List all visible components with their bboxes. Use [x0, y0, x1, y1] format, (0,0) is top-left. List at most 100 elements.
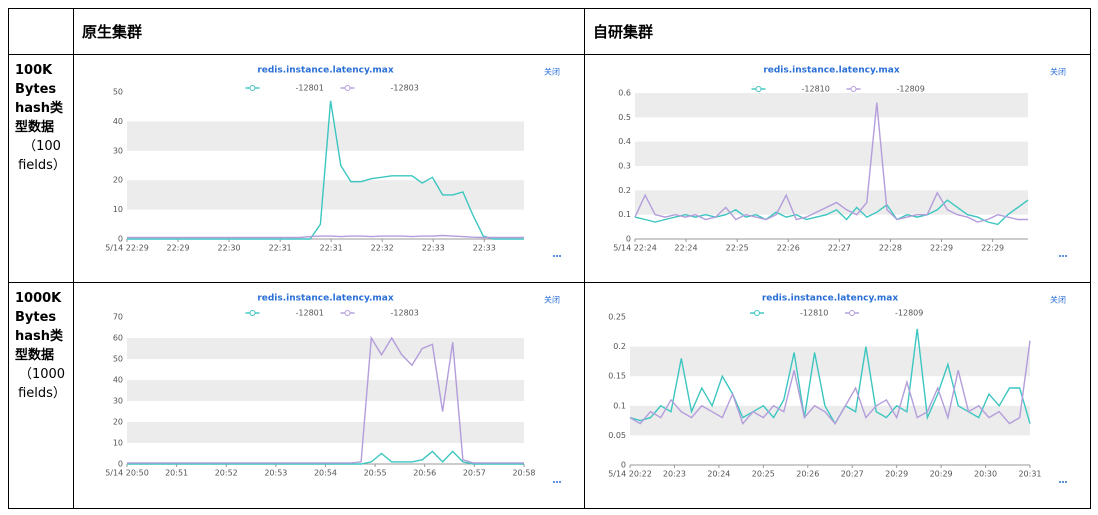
x-tick-label: 22:27 — [828, 244, 851, 253]
grid-band — [127, 422, 524, 443]
y-tick-label: 10 — [113, 205, 123, 214]
y-tick-label: 40 — [113, 117, 123, 126]
x-tick-label: 22:25 — [726, 244, 749, 253]
x-tick-label: 20:31 — [1018, 470, 1041, 479]
series-line — [127, 450, 524, 465]
y-tick-label: 40 — [113, 376, 123, 385]
x-tick-label: 20:58 — [512, 469, 535, 478]
y-tick-label: 0.1 — [618, 210, 631, 219]
x-tick-label: 20:52 — [215, 469, 238, 478]
row-note: （100 fields） — [18, 139, 66, 173]
y-tick-label: 30 — [113, 397, 123, 406]
x-tick-label: 22:33 — [473, 244, 496, 253]
corner-cell — [8, 8, 74, 55]
close-button[interactable]: 关闭 — [1050, 67, 1066, 77]
more-icon[interactable] — [556, 481, 558, 483]
close-button[interactable]: 关闭 — [544, 295, 560, 305]
chart-title: redis.instance.latency.max — [763, 66, 900, 76]
legend-swatch — [850, 86, 857, 92]
close-button[interactable]: 关闭 — [1050, 295, 1066, 305]
chart: 0 10 20 30 40 50 5/14 22:29 22:29 22:30 22:31 22:3… — [80, 60, 574, 278]
legend-label: -12801 — [296, 309, 324, 318]
y-tick-label: 20 — [113, 176, 123, 185]
x-tick-label: 20:24 — [707, 470, 730, 479]
x-tick-label: 20:53 — [264, 469, 287, 478]
grid-band — [635, 93, 1028, 118]
x-tick-label: 5/14 22:29 — [105, 244, 149, 253]
more-icon[interactable] — [1059, 255, 1061, 257]
y-tick-label: 0.1 — [613, 401, 626, 410]
more-icon[interactable] — [1059, 481, 1061, 483]
more-icon[interactable] — [1065, 481, 1067, 483]
series-line — [634, 199, 1029, 226]
x-tick-label: 22:29 — [167, 244, 190, 253]
y-tick-label: 0.05 — [608, 431, 626, 440]
y-tick-label: 10 — [113, 439, 123, 448]
y-tick-label: 0 — [626, 235, 631, 244]
x-tick-label: 22:31 — [269, 244, 292, 253]
x-tick-label: 20:26 — [796, 470, 819, 479]
row-note: （1000 fields） — [18, 367, 66, 401]
y-tick-label: 70 — [113, 313, 123, 322]
legend-swatch — [249, 85, 256, 91]
more-icon[interactable] — [556, 255, 558, 257]
x-tick-label: 5/14 22:24 — [613, 244, 657, 253]
legend-label: -12810 — [800, 309, 828, 318]
grid-band — [127, 338, 524, 359]
legend-swatch — [849, 310, 855, 316]
y-tick-label: 20 — [113, 418, 123, 427]
more-icon[interactable] — [553, 255, 555, 257]
close-button[interactable]: 关闭 — [544, 67, 560, 77]
x-tick-label: 22:32 — [371, 244, 394, 253]
chart-title: redis.instance.latency.max — [257, 294, 394, 304]
x-tick-label: 22:29 — [930, 244, 953, 253]
grid-band — [127, 121, 524, 151]
legend-label: -12810 — [802, 85, 830, 94]
y-tick-label: 0.4 — [618, 137, 631, 146]
series-line — [629, 340, 1031, 425]
x-tick-label: 20:55 — [364, 469, 387, 478]
x-tick-label: 20:27 — [841, 470, 864, 479]
x-tick-label: 20:57 — [463, 469, 486, 478]
legend-swatch — [755, 86, 762, 92]
x-tick-label: 22:31 — [320, 244, 343, 253]
chart: 0 0.05 0.1 0.15 0.2 0.25 5/14 20:22 20:23 20:24 2… — [590, 288, 1080, 504]
y-tick-label: 0.6 — [618, 89, 631, 98]
chart: 0 0.1 0.2 0.3 0.4 0.5 0.6 5/14 22:24 22:24 22:25 2… — [590, 60, 1080, 278]
x-tick-label: 22:26 — [777, 244, 800, 253]
x-tick-label: 22:28 — [879, 244, 902, 253]
legend-swatch — [249, 310, 256, 316]
row-header: 100K Bytes hash类型数据 （100 fields） — [8, 54, 74, 283]
more-icon[interactable] — [559, 481, 561, 483]
x-tick-label: 22:29 — [981, 244, 1004, 253]
x-tick-label: 20:29 — [930, 470, 953, 479]
legend-label: -12803 — [391, 84, 419, 93]
series-line — [629, 328, 1031, 426]
more-icon[interactable] — [1062, 481, 1064, 483]
column-header: 原生集群 — [73, 8, 585, 55]
series-line — [634, 102, 1028, 223]
x-tick-label: 22:33 — [422, 244, 445, 253]
y-tick-label: 0.15 — [608, 372, 626, 381]
series-line — [127, 100, 524, 240]
y-tick-label: 60 — [113, 334, 123, 343]
y-tick-label: 0.2 — [613, 342, 626, 351]
chart: 0 10 20 30 40 50 60 70 5/14 20:50 20:51 20:52 20:53… — [80, 288, 574, 504]
y-tick-label: 50 — [113, 355, 123, 364]
grid-band — [127, 180, 524, 210]
more-icon[interactable] — [1062, 255, 1064, 257]
more-icon[interactable] — [1065, 255, 1067, 257]
chart-title: redis.instance.latency.max — [762, 294, 899, 304]
x-tick-label: 20:51 — [165, 469, 188, 478]
y-tick-label: 0.2 — [618, 186, 631, 195]
more-icon[interactable] — [559, 255, 561, 257]
x-tick-label: 20:25 — [752, 470, 775, 479]
y-tick-label: 0.25 — [608, 313, 626, 322]
row-header: 1000K Bytes hash类型数据 （1000 fields） — [8, 282, 74, 509]
legend-label: -12809 — [895, 309, 923, 318]
y-tick-label: 0.5 — [618, 113, 631, 122]
series-line — [127, 234, 524, 239]
y-tick-label: 0 — [118, 235, 123, 244]
more-icon[interactable] — [553, 481, 555, 483]
